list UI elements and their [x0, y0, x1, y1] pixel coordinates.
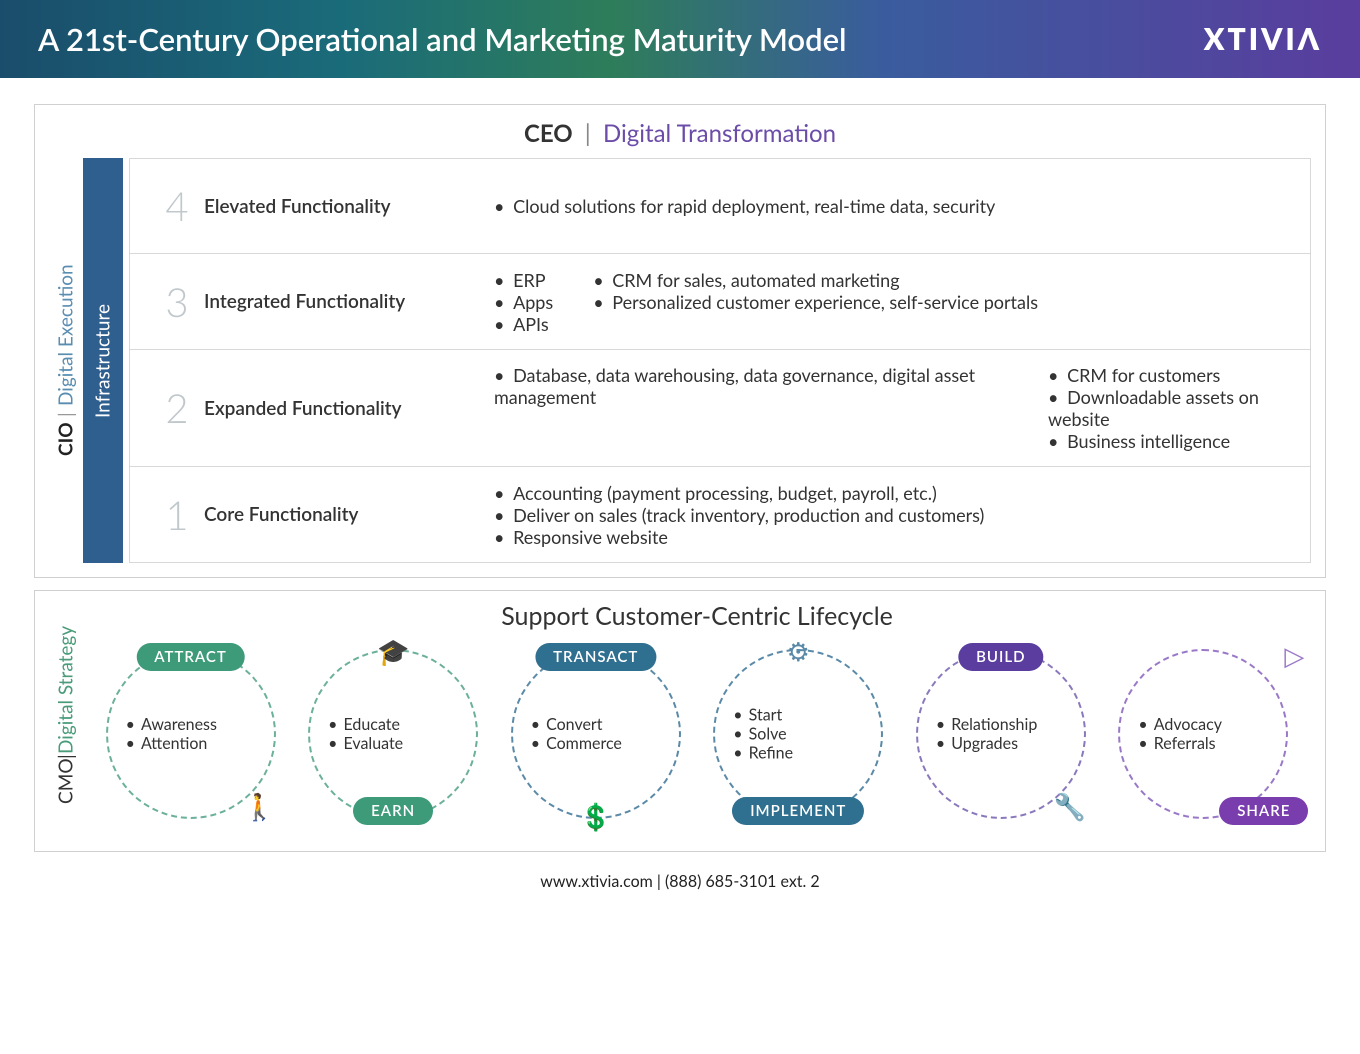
- stage-item: Upgrades: [936, 734, 1038, 753]
- lifecycle-panel: CMO | Digital Strategy Support Customer-…: [34, 590, 1326, 852]
- maturity-row: 4Elevated FunctionalityCloud solutions f…: [129, 158, 1311, 254]
- panel-header: CEO | Digital Transformation: [35, 105, 1325, 158]
- lifecycle-stage: ATTRACT AwarenessAttention 🚶: [96, 639, 286, 829]
- level-name: Elevated Functionality: [204, 195, 494, 218]
- stage-icon: 💲: [580, 800, 612, 833]
- maturity-panel: CEO | Digital Transformation CIO | Digit…: [34, 104, 1326, 578]
- stage-items: AdvocacyReferrals: [1138, 715, 1222, 753]
- stage-item: Refine: [733, 744, 793, 763]
- detail-item: Accounting (payment processing, budget, …: [494, 482, 984, 504]
- cmo-label: CMO | Digital Strategy: [49, 601, 83, 829]
- lifecycle-circles: ATTRACT AwarenessAttention 🚶 EARN EducateEva…: [83, 639, 1311, 829]
- detail-list: Cloud solutions for rapid deployment, re…: [494, 195, 995, 217]
- maturity-row: 1Core FunctionalityAccounting (payment p…: [129, 467, 1311, 563]
- level-number: 3: [150, 278, 204, 326]
- detail-item: ERP: [494, 269, 553, 291]
- stage-icon: ⚙: [787, 635, 810, 668]
- level-detail: ERPAppsAPIs CRM for sales, automated mark…: [494, 269, 1290, 335]
- level-name: Integrated Functionality: [204, 290, 494, 313]
- stage-items: StartSolveRefine: [733, 706, 793, 763]
- stage-icon: 🚶: [243, 790, 275, 823]
- matrix-rows: 4Elevated FunctionalityCloud solutions f…: [129, 158, 1311, 563]
- detail-list: ERPAppsAPIs: [494, 269, 553, 335]
- stage-items: AwarenessAttention: [126, 715, 217, 753]
- cio-label: CIO | Digital Execution: [49, 158, 83, 563]
- detail-list: Database, data warehousing, data governa…: [494, 364, 1008, 452]
- stage-badge: TRANSACT: [535, 643, 656, 671]
- detail-item: Downloadable assets on website: [1048, 386, 1290, 430]
- level-number: 2: [150, 384, 204, 432]
- lifecycle-stage: SHAREAdvocacyReferrals▷: [1108, 639, 1298, 829]
- detail-list: CRM for customersDownloadable assets on …: [1048, 364, 1290, 452]
- stage-item: Relationship: [936, 715, 1038, 734]
- stage-item: Advocacy: [1138, 715, 1222, 734]
- banner-title: A 21st-Century Operational and Marketing…: [38, 20, 847, 58]
- detail-list: Accounting (payment processing, budget, …: [494, 482, 984, 548]
- detail-item: Business intelligence: [1048, 430, 1290, 452]
- maturity-row: 2Expanded FunctionalityDatabase, data wa…: [129, 350, 1311, 467]
- detail-item: APIs: [494, 313, 553, 335]
- detail-item: Responsive website: [494, 526, 984, 548]
- maturity-matrix: CIO | Digital Execution Infrastructure 4…: [35, 158, 1325, 577]
- level-detail: Cloud solutions for rapid deployment, re…: [494, 195, 1290, 217]
- lifecycle-title: Support Customer-Centric Lifecycle: [83, 601, 1311, 631]
- stage-item: Commerce: [531, 734, 622, 753]
- stage-badge: ATTRACT: [136, 643, 245, 671]
- detail-item: Cloud solutions for rapid deployment, re…: [494, 195, 995, 217]
- detail-item: Deliver on sales (track inventory, produ…: [494, 504, 984, 526]
- lifecycle-stage: BUILD RelationshipUpgrades 🔧: [906, 639, 1096, 829]
- level-name: Core Functionality: [204, 503, 494, 526]
- page-body: CEO | Digital Transformation CIO | Digit…: [0, 78, 1360, 911]
- lifecycle-stage: EARNEducateEvaluate🎓: [298, 639, 488, 829]
- maturity-row: 3Integrated FunctionalityERPAppsAPIs CRM …: [129, 254, 1311, 350]
- stage-badge: SHARE: [1219, 797, 1308, 825]
- stage-item: Convert: [531, 715, 622, 734]
- stage-badge: BUILD: [958, 643, 1043, 671]
- stage-badge: EARN: [353, 797, 433, 825]
- header-sep: |: [585, 119, 591, 148]
- stage-item: Awareness: [126, 715, 217, 734]
- stage-items: RelationshipUpgrades: [936, 715, 1038, 753]
- stage-item: Educate: [328, 715, 403, 734]
- detail-item: Database, data warehousing, data governa…: [494, 364, 1008, 408]
- header-sub: Digital Transformation: [603, 119, 836, 148]
- level-detail: Accounting (payment processing, budget, …: [494, 482, 1290, 548]
- detail-list: CRM for sales, automated marketingPerson…: [593, 269, 1038, 335]
- stage-item: Solve: [733, 725, 793, 744]
- detail-item: CRM for sales, automated marketing: [593, 269, 1038, 291]
- detail-item: CRM for customers: [1048, 364, 1290, 386]
- stage-badge: IMPLEMENT: [732, 797, 864, 825]
- stage-icon: 🔧: [1053, 790, 1085, 823]
- header-banner: A 21st-Century Operational and Marketing…: [0, 0, 1360, 78]
- lifecycle-body: Support Customer-Centric Lifecycle ATTRA…: [83, 601, 1311, 829]
- brand-logo: XTIVIΛ: [1204, 21, 1322, 57]
- stage-icon: ▷: [1284, 639, 1304, 672]
- stage-item: Start: [733, 706, 793, 725]
- level-detail: Database, data warehousing, data governa…: [494, 364, 1290, 452]
- level-number: 4: [150, 182, 204, 230]
- header-ceo: CEO: [524, 119, 573, 148]
- stage-items: EducateEvaluate: [328, 715, 403, 753]
- stage-item: Attention: [126, 734, 217, 753]
- lifecycle-stage: TRANSACTConvertCommerce💲: [501, 639, 691, 829]
- footer-text: www.xtivia.com | (888) 685-3101 ext. 2: [34, 852, 1326, 911]
- detail-item: Apps: [494, 291, 553, 313]
- level-number: 1: [150, 491, 204, 539]
- stage-items: ConvertCommerce: [531, 715, 622, 753]
- detail-item: Personalized customer experience, self-s…: [593, 291, 1038, 313]
- infrastructure-bar: Infrastructure: [83, 158, 123, 563]
- stage-item: Evaluate: [328, 734, 403, 753]
- level-name: Expanded Functionality: [204, 397, 494, 420]
- lifecycle-stage: IMPLEMENTStartSolveRefine⚙: [703, 639, 893, 829]
- stage-icon: 🎓: [377, 635, 409, 668]
- stage-item: Referrals: [1138, 734, 1222, 753]
